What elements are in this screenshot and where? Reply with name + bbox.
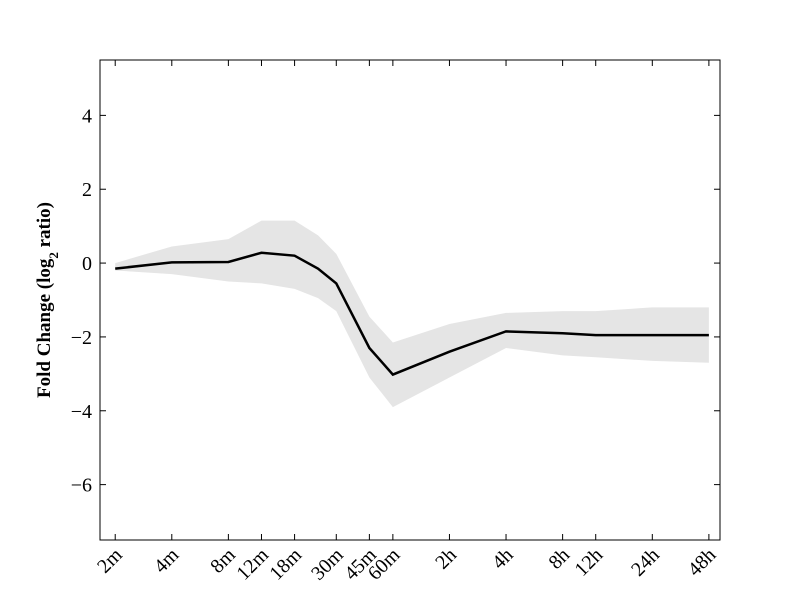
x-tick-label: 2h <box>431 544 461 574</box>
x-tick-label: 4m <box>150 544 184 578</box>
confidence-band <box>115 220 709 408</box>
y-label-part: Fold Change (log <box>34 258 55 398</box>
y-tick-label: −6 <box>71 475 92 497</box>
data-line <box>115 251 709 377</box>
x-tick-label: 2m <box>93 544 127 578</box>
y-tick-label: −4 <box>71 401 92 423</box>
y-label-part: ratio) <box>34 202 55 252</box>
x-tick-label: 8h <box>544 544 574 574</box>
axes-frame <box>99 59 721 541</box>
y-axis-label: Fold Change (log2 ratio) <box>34 202 61 398</box>
x-tick-label: 12m <box>232 544 273 585</box>
x-tick-label: 12h <box>570 544 607 581</box>
y-tick-label: 4 <box>82 105 92 127</box>
x-tick-label: 18m <box>265 544 306 585</box>
y-tick-label: −2 <box>71 327 92 349</box>
y-label-subscript: 2 <box>46 252 61 259</box>
y-tick-label: 2 <box>82 179 92 201</box>
x-tick-label: 30m <box>307 544 348 585</box>
x-tick-label: 24h <box>627 544 664 581</box>
x-tick-label: 4h <box>488 544 518 574</box>
x-tick-label: 48h <box>684 544 721 581</box>
y-tick-label: 0 <box>82 253 92 275</box>
